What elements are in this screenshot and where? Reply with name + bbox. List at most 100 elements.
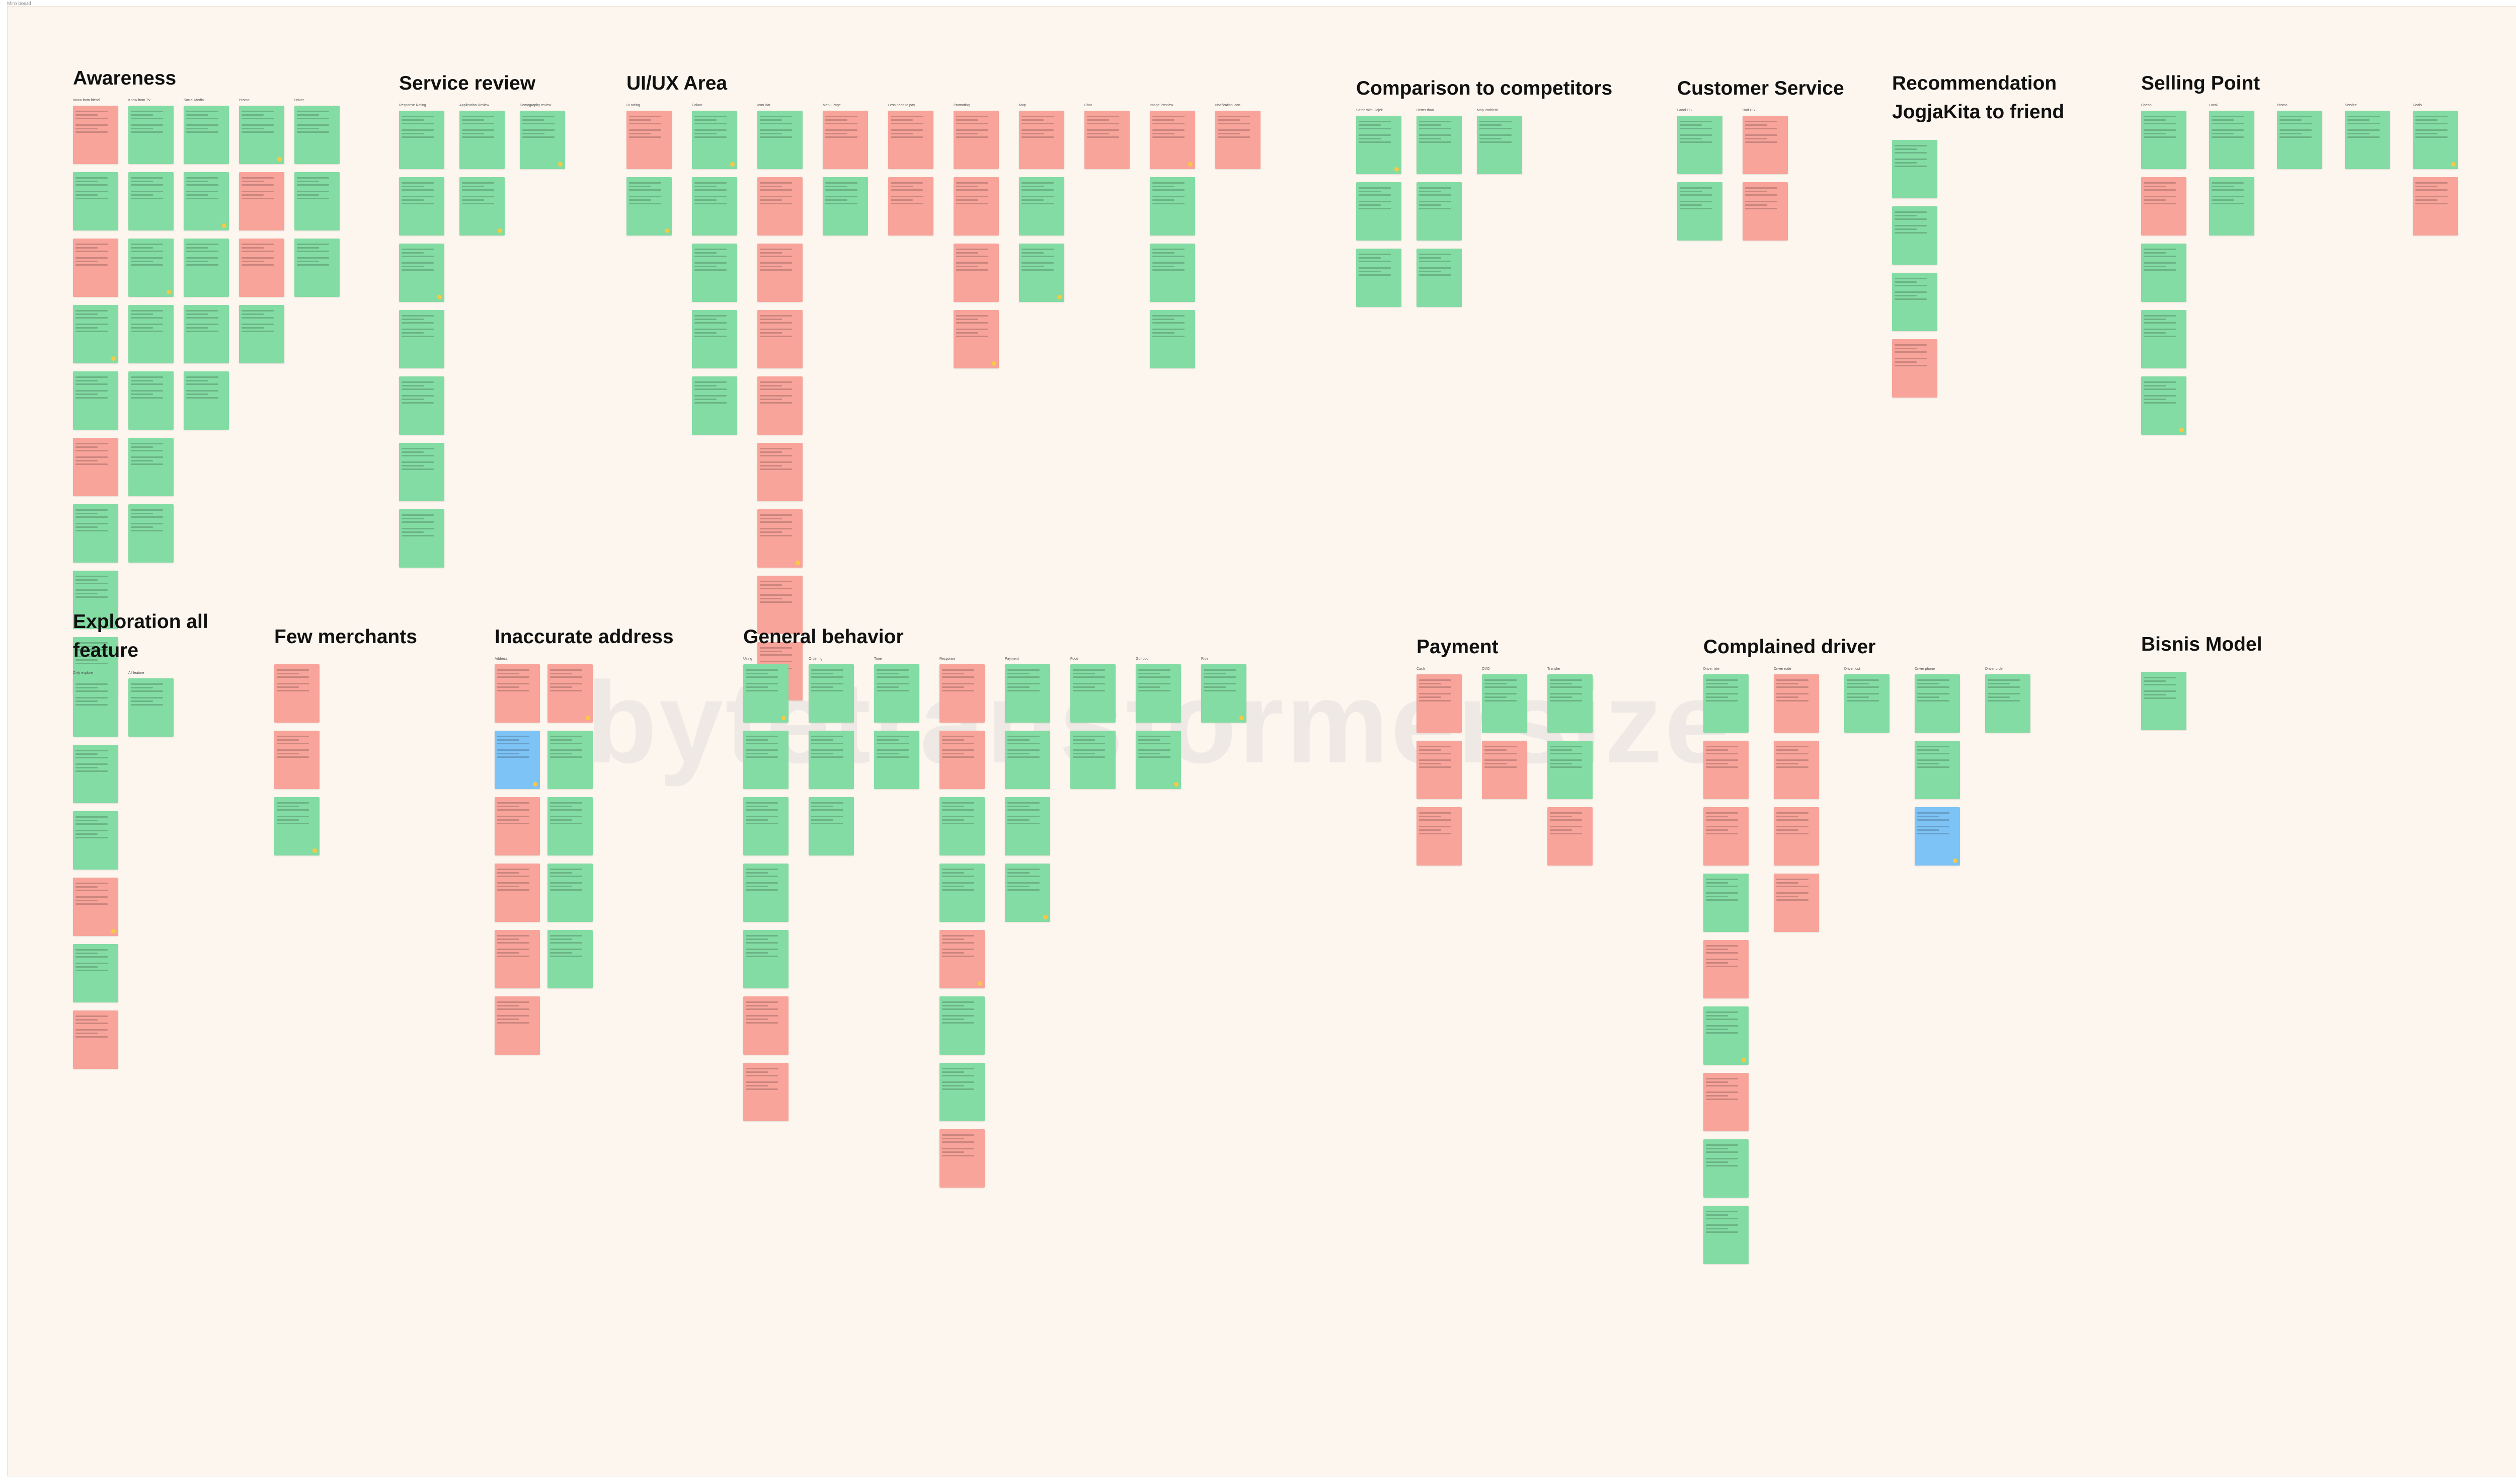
sticky-note[interactable] <box>809 664 854 723</box>
sticky-note[interactable] <box>1915 674 1960 733</box>
sticky-note[interactable] <box>939 797 985 855</box>
sticky-note[interactable] <box>128 106 174 164</box>
sticky-note[interactable] <box>874 731 919 789</box>
sticky-note[interactable] <box>1774 741 1819 799</box>
sticky-note[interactable] <box>1677 116 1722 174</box>
sticky-note[interactable] <box>1417 674 1462 733</box>
sticky-note[interactable] <box>73 504 118 563</box>
sticky-note[interactable] <box>520 111 565 169</box>
sticky-note[interactable] <box>1703 1073 1749 1131</box>
sticky-note[interactable] <box>495 797 540 855</box>
sticky-note[interactable] <box>2209 111 2254 169</box>
sticky-note[interactable] <box>1005 864 1050 922</box>
sticky-note[interactable] <box>2141 310 2186 368</box>
sticky-note[interactable] <box>757 376 803 435</box>
sticky-note[interactable] <box>626 111 672 169</box>
sticky-note[interactable] <box>1356 116 1401 174</box>
sticky-note[interactable] <box>2345 111 2390 169</box>
sticky-note[interactable] <box>184 371 229 430</box>
sticky-note[interactable] <box>73 678 118 737</box>
sticky-note[interactable] <box>1356 182 1401 241</box>
sticky-note[interactable] <box>1703 807 1749 866</box>
sticky-note[interactable] <box>495 996 540 1055</box>
sticky-note[interactable] <box>1774 807 1819 866</box>
sticky-note[interactable] <box>184 106 229 164</box>
sticky-note[interactable] <box>239 172 284 230</box>
sticky-note[interactable] <box>399 310 444 368</box>
sticky-note[interactable] <box>1547 741 1593 799</box>
sticky-note[interactable] <box>743 996 789 1055</box>
sticky-note[interactable] <box>1215 111 1261 169</box>
sticky-note[interactable] <box>184 305 229 363</box>
sticky-note[interactable] <box>1703 674 1749 733</box>
sticky-note[interactable] <box>692 244 737 302</box>
sticky-note[interactable] <box>743 1063 789 1121</box>
sticky-note[interactable] <box>1703 1139 1749 1198</box>
sticky-note[interactable] <box>1892 206 1937 265</box>
sticky-note[interactable] <box>692 111 737 169</box>
sticky-note[interactable] <box>874 664 919 723</box>
sticky-note[interactable] <box>73 172 118 230</box>
sticky-note[interactable] <box>1417 807 1462 866</box>
sticky-note[interactable] <box>1743 182 1788 241</box>
sticky-note[interactable] <box>2141 672 2186 730</box>
sticky-note[interactable] <box>128 371 174 430</box>
sticky-note[interactable] <box>1774 674 1819 733</box>
sticky-note[interactable] <box>1417 182 1462 241</box>
sticky-note[interactable] <box>1019 244 1064 302</box>
sticky-note[interactable] <box>939 664 985 723</box>
sticky-note[interactable] <box>294 106 340 164</box>
sticky-note[interactable] <box>294 239 340 297</box>
sticky-note[interactable] <box>239 305 284 363</box>
section-title-recommendation[interactable]: Recommendation JogjaKita to friend <box>1892 72 2065 123</box>
section-title-customer-service[interactable]: Customer Service <box>1677 77 1844 99</box>
section-title-general-behavior[interactable]: General behavior <box>743 626 904 648</box>
sticky-note[interactable] <box>459 177 505 236</box>
sticky-note[interactable] <box>743 864 789 922</box>
sticky-note[interactable] <box>2413 177 2458 236</box>
sticky-note[interactable] <box>692 376 737 435</box>
sticky-note[interactable] <box>1150 310 1195 368</box>
sticky-note[interactable] <box>743 930 789 988</box>
sticky-note[interactable] <box>128 438 174 496</box>
sticky-note[interactable] <box>1070 731 1116 789</box>
sticky-note[interactable] <box>128 172 174 230</box>
sticky-note[interactable] <box>1417 116 1462 174</box>
sticky-note[interactable] <box>547 731 593 789</box>
sticky-note[interactable] <box>399 443 444 501</box>
section-title-payment[interactable]: Payment <box>1417 636 1499 658</box>
sticky-note[interactable] <box>1136 664 1181 723</box>
sticky-note[interactable] <box>2141 177 2186 236</box>
sticky-note[interactable] <box>692 310 737 368</box>
sticky-note[interactable] <box>294 172 340 230</box>
sticky-note[interactable] <box>128 504 174 563</box>
sticky-note[interactable] <box>274 731 320 789</box>
sticky-note[interactable] <box>1547 674 1593 733</box>
section-title-awareness[interactable]: Awareness <box>73 67 177 89</box>
sticky-note[interactable] <box>1356 249 1401 307</box>
sticky-note[interactable] <box>1482 674 1527 733</box>
sticky-note[interactable] <box>757 310 803 368</box>
sticky-note[interactable] <box>757 509 803 568</box>
sticky-note[interactable] <box>2413 111 2458 169</box>
section-title-comparison[interactable]: Comparison to competitors <box>1356 77 1613 99</box>
sticky-note[interactable] <box>1985 674 2030 733</box>
sticky-note[interactable] <box>809 731 854 789</box>
sticky-note[interactable] <box>1019 177 1064 236</box>
sticky-note[interactable] <box>626 177 672 236</box>
sticky-note[interactable] <box>692 177 737 236</box>
section-title-bisnis-model[interactable]: Bisnis Model <box>2141 634 2262 655</box>
sticky-note[interactable] <box>809 797 854 855</box>
sticky-note[interactable] <box>743 664 789 723</box>
section-title-complained-driver[interactable]: Complained driver <box>1703 636 1876 658</box>
sticky-note[interactable] <box>757 177 803 236</box>
sticky-note[interactable] <box>128 305 174 363</box>
sticky-note[interactable] <box>73 106 118 164</box>
sticky-note[interactable] <box>1892 339 1937 398</box>
sticky-note[interactable] <box>73 745 118 803</box>
sticky-note[interactable] <box>1703 1206 1749 1264</box>
sticky-note[interactable] <box>547 797 593 855</box>
section-title-few-merchants[interactable]: Few merchants <box>274 626 417 648</box>
sticky-note[interactable] <box>73 571 118 629</box>
